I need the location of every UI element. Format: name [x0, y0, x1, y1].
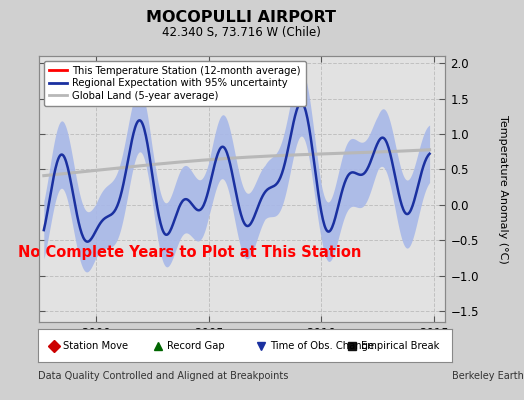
Text: Berkeley Earth: Berkeley Earth	[452, 371, 523, 381]
Text: Station Move: Station Move	[63, 341, 128, 350]
Text: No Complete Years to Plot at This Station: No Complete Years to Plot at This Statio…	[18, 245, 361, 260]
Text: MOCOPULLI AIRPORT: MOCOPULLI AIRPORT	[146, 10, 336, 25]
Y-axis label: Temperature Anomaly (°C): Temperature Anomaly (°C)	[498, 115, 508, 263]
Text: Record Gap: Record Gap	[167, 341, 224, 350]
Text: Time of Obs. Change: Time of Obs. Change	[270, 341, 375, 350]
Text: 42.340 S, 73.716 W (Chile): 42.340 S, 73.716 W (Chile)	[161, 26, 321, 39]
Text: Empirical Break: Empirical Break	[362, 341, 440, 350]
Legend: This Temperature Station (12-month average), Regional Expectation with 95% uncer: This Temperature Station (12-month avera…	[45, 61, 306, 106]
Text: Data Quality Controlled and Aligned at Breakpoints: Data Quality Controlled and Aligned at B…	[38, 371, 288, 381]
